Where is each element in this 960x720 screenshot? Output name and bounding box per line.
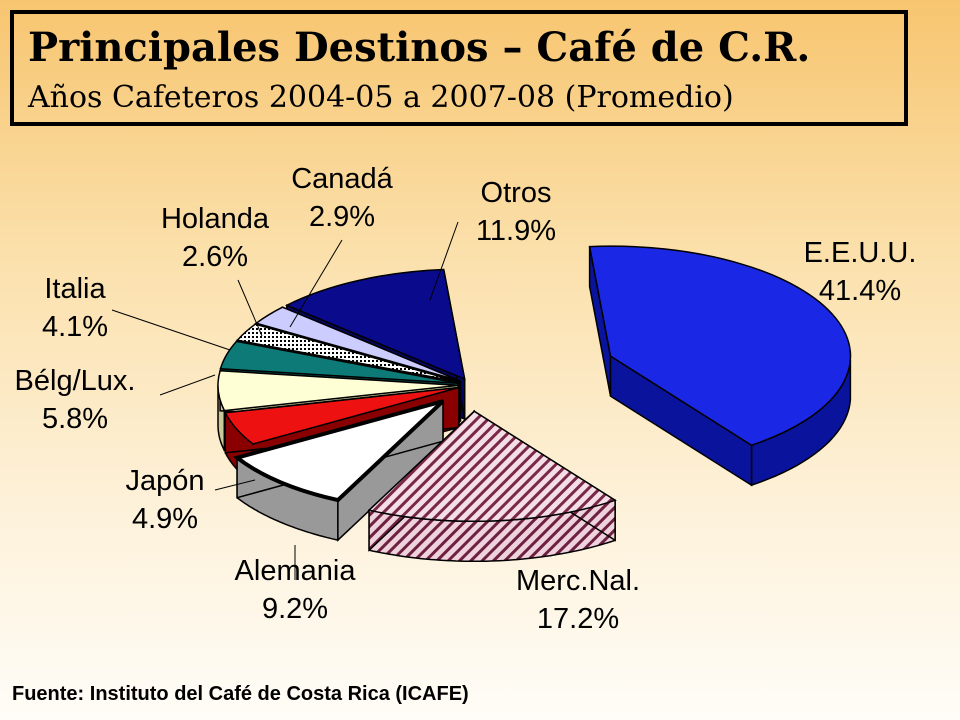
leader-lines xyxy=(111,221,459,580)
pie-slice-e-e-u-u- xyxy=(588,245,852,487)
slice-value-holanda: 2.6% xyxy=(182,241,248,273)
title-box: Principales Destinos – Café de C.R. Años… xyxy=(10,10,908,126)
slice-top-face xyxy=(367,410,617,523)
leader-line-canad- xyxy=(289,239,343,328)
slice-label-alemania: Alemania xyxy=(235,555,357,587)
slice-value-b-lg-lux-: 5.8% xyxy=(42,403,108,435)
leader-line-holanda xyxy=(237,279,263,337)
pie-slice-merc-nal- xyxy=(367,409,617,563)
slice-label-canad-: Canadá xyxy=(291,163,393,195)
slice-label-otros: Otros xyxy=(481,177,552,209)
slice-value-jap-n: 4.9% xyxy=(132,503,198,535)
slice-top-face xyxy=(232,399,445,503)
slice-value-alemania: 9.2% xyxy=(262,593,328,625)
slice-top-face xyxy=(235,323,460,383)
slice-value-italia: 4.1% xyxy=(42,311,108,343)
slice-top-face xyxy=(217,370,459,412)
slice-label-merc-nal-: Merc.Nal. xyxy=(516,565,640,597)
slice-label-holanda: Holanda xyxy=(161,203,270,235)
pie-slice-alemania xyxy=(232,399,445,542)
leader-line-b-lg-lux- xyxy=(159,374,216,396)
slice-label-jap-n: Japón xyxy=(125,465,204,497)
slice-value-e-e-u-u-: 41.4% xyxy=(819,275,901,307)
slice-top-face xyxy=(285,268,466,381)
leader-line-italia xyxy=(111,309,231,351)
slice-label-italia: Italia xyxy=(44,273,106,305)
source-note: Fuente: Instituto del Café de Costa Rica… xyxy=(12,683,469,705)
slice-label-e-e-u-u-: E.E.U.U. xyxy=(804,237,917,269)
slices-layer xyxy=(217,245,852,563)
slice-top-face xyxy=(224,386,460,445)
slice-value-merc-nal-: 17.2% xyxy=(537,603,619,635)
chart-subtitle: Años Cafeteros 2004-05 a 2007-08 (Promed… xyxy=(28,80,734,115)
slice-top-face xyxy=(219,340,459,385)
leader-line-jap-n xyxy=(214,479,256,491)
slice-value-canad-: 2.9% xyxy=(309,201,375,233)
slice-labels: E.E.U.U. 41.4% Merc.Nal. 17.2% Alemania 9.2% J… xyxy=(15,163,917,635)
slice-label-b-lg-lux-: Bélg/Lux. xyxy=(15,365,136,397)
slice-value-otros: 11.9% xyxy=(476,215,556,247)
leader-line-otros xyxy=(429,221,459,301)
slice-top-face xyxy=(588,245,852,447)
chart-title: Principales Destinos – Café de C.R. xyxy=(28,24,811,71)
